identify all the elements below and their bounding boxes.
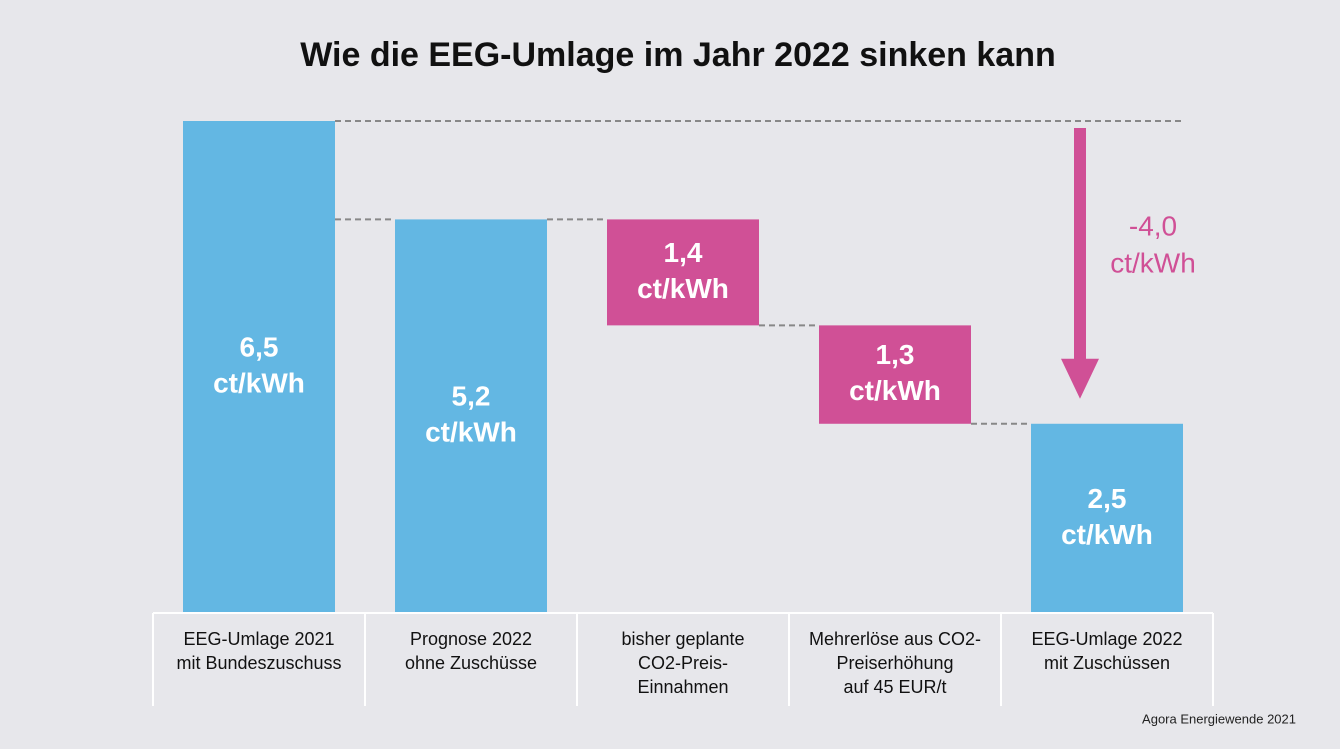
value-label: 5,2 [452,381,491,412]
bar [1031,423,1183,613]
x-tick-label: EEG-Umlage 2021 [183,629,334,649]
x-tick-label: Mehrerlöse aus CO2- [809,629,981,649]
annotation-arrow [1061,128,1099,399]
x-tick-label: EEG-Umlage 2022 [1031,629,1182,649]
value-label: 6,5 [240,331,279,362]
annotation-unit: ct/kWh [1110,247,1196,278]
bar [819,325,971,424]
value-unit: ct/kWh [1061,519,1153,550]
x-tick-label: Preiserhöhung [836,653,953,673]
source: Agora Energiewende 2021 [1142,711,1296,726]
value-unit: ct/kWh [213,367,305,398]
value-label: 1,3 [876,339,915,370]
x-tick-label: mit Bundeszuschuss [176,653,341,673]
value-unit: ct/kWh [425,417,517,448]
annotation-label: -4,0 [1129,210,1177,241]
x-tick-label: CO2-Preis- [638,653,728,673]
x-tick-label: bisher geplante [621,629,744,649]
chart-title: Wie die EEG-Umlage im Jahr 2022 sinken k… [300,36,1056,74]
value-label: 1,4 [664,237,703,268]
value-unit: ct/kWh [637,273,729,304]
bar [183,121,335,613]
x-tick-label: mit Zuschüssen [1044,653,1170,673]
x-tick-label: Einnahmen [637,677,728,697]
x-tick-label: ohne Zuschüsse [405,653,537,673]
x-tick-label: Prognose 2022 [410,629,532,649]
bar [607,219,759,326]
value-label: 2,5 [1088,483,1127,514]
bar [395,219,547,613]
value-unit: ct/kWh [849,375,941,406]
x-tick-label: auf 45 EUR/t [843,677,946,697]
